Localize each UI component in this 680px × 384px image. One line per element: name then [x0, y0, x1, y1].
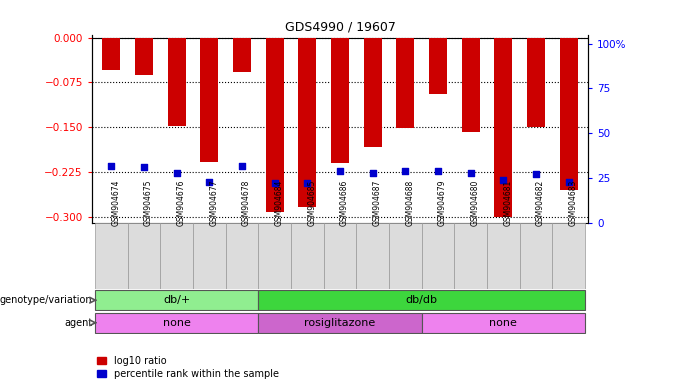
FancyBboxPatch shape: [520, 223, 552, 289]
Text: GSM904674: GSM904674: [112, 180, 120, 226]
Point: [204, 179, 215, 185]
Bar: [396, 38, 414, 129]
Bar: [201, 38, 218, 162]
FancyBboxPatch shape: [291, 223, 324, 289]
Text: GSM904682: GSM904682: [536, 180, 545, 226]
Text: none: none: [490, 318, 517, 328]
FancyBboxPatch shape: [389, 223, 422, 289]
FancyBboxPatch shape: [95, 223, 128, 289]
Bar: [103, 38, 120, 70]
Bar: [462, 38, 479, 132]
Bar: [135, 38, 153, 75]
Text: agent: agent: [64, 318, 92, 328]
Bar: [560, 38, 577, 190]
Text: GSM904678: GSM904678: [242, 180, 251, 226]
FancyBboxPatch shape: [552, 223, 585, 289]
Bar: [95, 290, 258, 310]
FancyBboxPatch shape: [160, 223, 193, 289]
FancyBboxPatch shape: [258, 223, 291, 289]
FancyBboxPatch shape: [193, 223, 226, 289]
Bar: [299, 38, 316, 207]
Text: GSM904685: GSM904685: [307, 180, 316, 226]
Text: GSM904687: GSM904687: [373, 180, 381, 226]
Point: [498, 177, 509, 183]
Text: GSM904683: GSM904683: [568, 180, 577, 226]
Text: GSM904681: GSM904681: [503, 180, 512, 226]
Bar: [266, 38, 284, 212]
Bar: [331, 38, 349, 163]
Text: GSM904675: GSM904675: [144, 180, 153, 226]
Bar: [364, 38, 381, 147]
Text: none: none: [163, 318, 190, 328]
Point: [237, 162, 248, 169]
Point: [400, 168, 411, 174]
Title: GDS4990 / 19607: GDS4990 / 19607: [284, 20, 396, 33]
FancyBboxPatch shape: [356, 223, 389, 289]
FancyBboxPatch shape: [454, 223, 487, 289]
Text: GSM904680: GSM904680: [471, 180, 479, 226]
Text: genotype/variation: genotype/variation: [0, 295, 92, 305]
Bar: [527, 38, 545, 127]
Point: [530, 171, 541, 177]
FancyBboxPatch shape: [128, 223, 160, 289]
Text: GSM904684: GSM904684: [275, 180, 284, 226]
Bar: [429, 38, 447, 94]
Legend: log10 ratio, percentile rank within the sample: log10 ratio, percentile rank within the …: [97, 356, 279, 379]
Bar: [95, 313, 258, 333]
FancyBboxPatch shape: [324, 223, 356, 289]
Text: GSM904679: GSM904679: [438, 180, 447, 226]
Bar: [233, 38, 251, 72]
Bar: [258, 290, 585, 310]
Text: GSM904686: GSM904686: [340, 180, 349, 226]
Text: GSM904676: GSM904676: [177, 180, 186, 226]
Text: rosiglitazone: rosiglitazone: [305, 318, 375, 328]
Point: [563, 179, 574, 185]
FancyBboxPatch shape: [487, 223, 520, 289]
Bar: [168, 38, 186, 126]
Point: [302, 180, 313, 187]
Point: [106, 162, 117, 169]
Point: [139, 164, 150, 170]
Text: GSM904688: GSM904688: [405, 180, 414, 226]
Bar: [494, 38, 512, 217]
Point: [269, 180, 280, 187]
Point: [432, 168, 443, 174]
Text: GSM904677: GSM904677: [209, 180, 218, 226]
Point: [367, 170, 378, 176]
FancyBboxPatch shape: [226, 223, 258, 289]
Text: db/+: db/+: [163, 295, 190, 305]
Point: [171, 170, 182, 176]
Text: db/db: db/db: [406, 295, 438, 305]
Bar: [258, 313, 422, 333]
FancyBboxPatch shape: [422, 223, 454, 289]
Point: [465, 170, 476, 176]
Point: [335, 168, 345, 174]
Bar: [422, 313, 585, 333]
